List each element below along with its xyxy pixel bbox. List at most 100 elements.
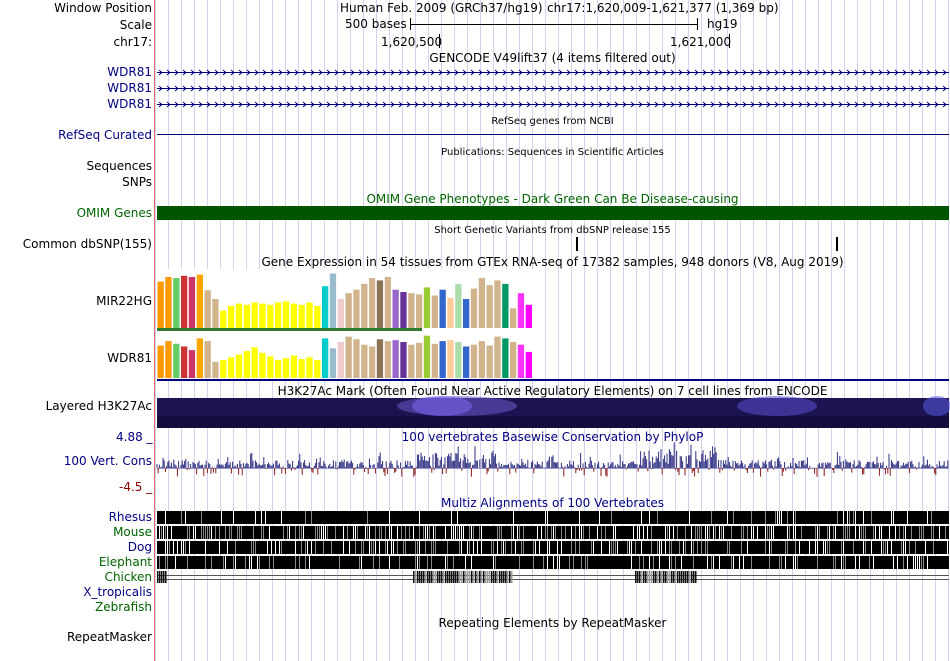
gtex-mir22hg-bar[interactable] — [345, 293, 352, 328]
gtex-mir22hg-bar[interactable] — [478, 278, 485, 328]
h3k27ac-signal[interactable] — [157, 396, 950, 428]
gtex-mir22hg-bar[interactable] — [157, 281, 164, 328]
gtex-mir22hg-bar[interactable] — [165, 277, 172, 328]
gtex-mir22hg-bar[interactable] — [196, 274, 203, 328]
multiz-row[interactable] — [157, 571, 949, 583]
gtex-mir22hg-bar[interactable] — [322, 286, 329, 328]
gtex-mir22hg-bar[interactable] — [470, 288, 478, 328]
gtex-mir22hg-bar[interactable] — [282, 301, 290, 328]
gtex-mir22hg-bar[interactable] — [314, 306, 321, 328]
gtex-mir22hg-bar[interactable] — [235, 303, 243, 328]
gtex-mir22hg-bar[interactable] — [173, 278, 180, 328]
gtex-wdr81-bar[interactable] — [510, 342, 517, 378]
gtex-wdr81-bar[interactable] — [196, 338, 203, 378]
gtex-mir22hg-bar[interactable] — [212, 299, 219, 328]
gtex-mir22hg-bar[interactable] — [259, 303, 266, 328]
gtex-wdr81-bar[interactable] — [447, 340, 454, 378]
gtex-wdr81-bar[interactable] — [243, 351, 250, 378]
gtex-wdr81-bar[interactable] — [345, 336, 352, 378]
snp-mark[interactable] — [576, 237, 578, 251]
multiz-species-label[interactable]: Zebrafish — [95, 600, 152, 614]
gtex-mir22hg-chart[interactable] — [157, 270, 533, 328]
gtex-wdr81-bar[interactable] — [463, 346, 470, 379]
gtex-wdr81-bar[interactable] — [290, 355, 297, 379]
gtex-mir22hg-bar[interactable] — [220, 310, 227, 328]
assembly-text[interactable]: Human Feb. 2009 (GRCh37/hg19) — [340, 1, 543, 15]
gtex-mir22hg-bar[interactable] — [408, 293, 415, 328]
gtex-mir22hg-bar[interactable] — [290, 303, 297, 328]
gencode-track-title[interactable]: GENCODE V49lift37 (4 items filtered out) — [429, 51, 676, 65]
gtex-wdr81-bar[interactable] — [478, 341, 485, 378]
gtex-wdr81-bar[interactable] — [228, 357, 235, 378]
gtex-mir22hg-bar[interactable] — [494, 280, 501, 328]
gtex-wdr81-bar[interactable] — [322, 338, 329, 378]
dbsnp-track-label[interactable]: Common dbSNP(155) — [22, 237, 152, 251]
gtex-mir22hg-bar[interactable] — [306, 302, 313, 329]
gtex-mir22hg-bar[interactable] — [275, 302, 282, 329]
multiz-alignments[interactable] — [157, 511, 949, 616]
gtex-wdr81-bar[interactable] — [267, 356, 274, 378]
gtex-wdr81-bar[interactable] — [314, 360, 321, 378]
gencode-item-label[interactable]: WDR81 — [107, 81, 152, 95]
gtex-mir22hg-bar[interactable] — [267, 304, 274, 328]
gtex-wdr81-bar[interactable] — [400, 342, 407, 378]
gtex-wdr81-bar[interactable] — [486, 345, 493, 378]
gencode-gene-models[interactable] — [157, 66, 949, 111]
gtex-mir22hg-bar[interactable] — [251, 302, 258, 329]
refseq-track-label[interactable]: RefSeq Curated — [58, 128, 152, 142]
gtex-wdr81-bar[interactable] — [251, 347, 258, 378]
gtex-mir22hg-bar[interactable] — [361, 283, 368, 328]
gtex-wdr81-bar[interactable] — [455, 342, 462, 378]
gtex-wdr81-bar[interactable] — [502, 338, 509, 378]
gtex-wdr81-bar[interactable] — [361, 344, 368, 378]
gtex-wdr81-bar[interactable] — [494, 336, 501, 378]
gtex-mir22hg-bar[interactable] — [447, 297, 454, 328]
gtex-wdr81-bar[interactable] — [181, 346, 188, 379]
gtex-wdr81-bar[interactable] — [525, 351, 532, 378]
gtex-wdr81-bar[interactable] — [369, 346, 376, 379]
gtex-wdr81-bar[interactable] — [282, 358, 290, 378]
gtex-wdr81-bar[interactable] — [337, 342, 344, 378]
publications-snps-label[interactable]: SNPs — [122, 175, 152, 189]
gtex-wdr81-bar[interactable] — [353, 339, 360, 378]
gtex-mir22hg-bar[interactable] — [204, 290, 211, 328]
gtex-wdr81-bar[interactable] — [298, 359, 305, 378]
gtex-mir22hg-bar[interactable] — [298, 304, 305, 328]
gtex-wdr81-bar[interactable] — [157, 345, 164, 378]
gtex-mir22hg-bar[interactable] — [353, 289, 360, 328]
conservation-plot[interactable] — [156, 440, 949, 484]
gtex-wdr81-bar[interactable] — [220, 360, 227, 378]
gtex-wdr81-bar[interactable] — [165, 341, 172, 378]
gencode-item-label[interactable]: WDR81 — [107, 65, 152, 79]
gtex-wdr81-bar[interactable] — [306, 357, 313, 378]
gtex-wdr81-bar[interactable] — [376, 339, 384, 378]
gtex-wdr81-bar[interactable] — [188, 350, 196, 378]
gtex-wdr81-bar[interactable] — [384, 341, 391, 378]
gtex-wdr81-bar[interactable] — [416, 342, 423, 378]
multiz-species-label[interactable]: Mouse — [113, 525, 152, 539]
gtex-mir22hg-bar[interactable] — [329, 273, 337, 329]
gtex-mir22hg-bar[interactable] — [369, 278, 376, 328]
gencode-item-label[interactable]: WDR81 — [107, 97, 152, 111]
multiz-species-label[interactable]: Elephant — [98, 555, 152, 569]
gene-model[interactable] — [157, 101, 949, 108]
multiz-species-label[interactable]: Rhesus — [108, 510, 152, 524]
h3k27ac-track-label[interactable]: Layered H3K27Ac — [45, 399, 152, 413]
gtex-wdr81-bar[interactable] — [212, 361, 219, 378]
gtex-mir22hg-bar[interactable] — [181, 275, 188, 328]
gtex-mir22hg-bar[interactable] — [228, 306, 235, 328]
conservation-track-label[interactable]: 100 Vert. Cons — [63, 454, 152, 468]
gtex-mir22hg-bar[interactable] — [376, 280, 384, 328]
gtex-mir22hg-bar[interactable] — [502, 283, 509, 328]
multiz-species-label[interactable]: Dog — [127, 540, 152, 554]
multiz-species-label[interactable]: X_tropicalis — [83, 585, 152, 599]
position-text[interactable]: chr17:1,620,009-1,621,377 (1,369 bp) — [547, 1, 779, 15]
gtex-wdr81-bar[interactable] — [275, 360, 282, 378]
gtex-mir22hg-bar[interactable] — [337, 299, 344, 328]
gtex-mir22hg-bar[interactable] — [416, 294, 423, 328]
gtex-wdr81-bar[interactable] — [259, 352, 266, 378]
gtex-mir22hg-bar[interactable] — [384, 277, 391, 328]
gtex-mir22hg-bar[interactable] — [525, 304, 532, 328]
gtex-wdr81-bar[interactable] — [431, 343, 438, 378]
multiz-row[interactable] — [157, 526, 949, 539]
